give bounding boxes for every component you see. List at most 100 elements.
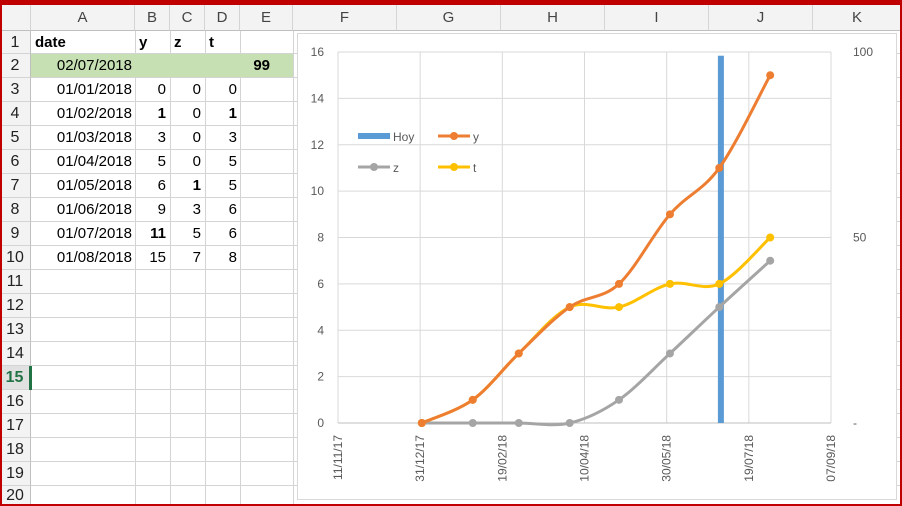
cell-z[interactable]: 0 (192, 105, 201, 122)
row-header[interactable]: 19 (0, 462, 31, 486)
point-z (766, 256, 775, 265)
select-all-corner[interactable] (0, 5, 31, 31)
row-header[interactable]: 6 (0, 150, 31, 174)
y-tick-label: 4 (317, 323, 324, 337)
cell-t[interactable]: 8 (228, 249, 237, 266)
cell-y[interactable]: 9 (157, 201, 166, 218)
column-header-d[interactable]: D (205, 5, 240, 31)
y-tick-label: 0 (317, 416, 324, 430)
cell-z[interactable]: 1 (192, 177, 201, 194)
cell-t[interactable]: 6 (228, 225, 237, 242)
column-header-c[interactable]: C (170, 5, 205, 31)
x-tick-label: 19/07/18 (742, 435, 756, 482)
cell-date[interactable]: 01/01/2018 (56, 81, 132, 98)
legend-marker-y (450, 132, 458, 140)
cell-date[interactable]: 01/02/2018 (56, 105, 132, 122)
row-header[interactable]: 7 (0, 174, 31, 198)
bar-hoy (717, 55, 724, 424)
cell-b1[interactable]: y (139, 34, 148, 51)
cell-a2[interactable]: 02/07/2018 (56, 57, 132, 74)
x-tick-label: 19/02/18 (495, 435, 509, 482)
cell-y[interactable]: 6 (157, 177, 166, 194)
column-header-e[interactable]: E (240, 5, 293, 31)
y-tick-label: 10 (311, 184, 325, 198)
y2-tick-label: 100 (853, 45, 873, 59)
cell-t[interactable]: 1 (228, 105, 237, 122)
cell-z[interactable]: 0 (192, 129, 201, 146)
row-header[interactable]: 11 (0, 270, 31, 294)
cell-y[interactable]: 11 (150, 225, 166, 242)
gridline (205, 31, 206, 506)
point-t (615, 303, 624, 312)
legend-label-t: t (473, 161, 477, 175)
row-header[interactable]: 13 (0, 318, 31, 342)
column-header-b[interactable]: B (135, 5, 170, 31)
cell-date[interactable]: 01/05/2018 (56, 177, 132, 194)
point-y (565, 303, 574, 312)
row-header-selected[interactable]: 15 (0, 366, 31, 390)
cell-z[interactable]: 7 (192, 249, 201, 266)
cell-t[interactable]: 0 (228, 81, 237, 98)
cell-a1[interactable]: date (35, 34, 66, 51)
point-y (514, 349, 523, 358)
cell-date[interactable]: 01/04/2018 (56, 153, 132, 170)
row-header[interactable]: 10 (0, 246, 31, 270)
row-header[interactable]: 20 (0, 486, 31, 506)
cell-y[interactable]: 0 (157, 81, 166, 98)
row-header[interactable]: 8 (0, 198, 31, 222)
cell-t[interactable]: 5 (228, 177, 237, 194)
cell-t[interactable]: 6 (228, 201, 237, 218)
cell-c1[interactable]: z (174, 34, 182, 51)
cell-z[interactable]: 0 (192, 81, 201, 98)
column-header-f[interactable]: F (293, 5, 397, 31)
point-z (514, 419, 523, 427)
cell-date[interactable]: 01/03/2018 (56, 129, 132, 146)
x-tick-label: 31/12/17 (413, 435, 427, 482)
row-header[interactable]: 3 (0, 78, 31, 102)
cell-t[interactable]: 5 (228, 153, 237, 170)
column-header-g[interactable]: G (397, 5, 501, 31)
row-header[interactable]: 18 (0, 438, 31, 462)
column-header-h[interactable]: H (501, 5, 605, 31)
legend-label-z: z (393, 161, 399, 175)
cell-z[interactable]: 3 (192, 201, 201, 218)
row-header[interactable]: 9 (0, 222, 31, 246)
point-y (665, 210, 674, 219)
legend-label-y: y (473, 130, 479, 144)
row-header[interactable]: 12 (0, 294, 31, 318)
column-header-i[interactable]: I (605, 5, 709, 31)
row-header[interactable]: 4 (0, 102, 31, 126)
row-header[interactable]: 14 (0, 342, 31, 366)
column-header-k[interactable]: K (813, 5, 902, 31)
legend-label-hoy: Hoy (393, 130, 414, 144)
cell-z[interactable]: 0 (192, 153, 201, 170)
cell-y[interactable]: 1 (157, 105, 166, 122)
point-z (715, 303, 724, 312)
cell-y[interactable]: 5 (157, 153, 166, 170)
point-y (715, 163, 724, 172)
legend-marker-z (370, 163, 378, 171)
cell-date[interactable]: 01/08/2018 (56, 249, 132, 266)
column-header-a[interactable]: A (31, 5, 135, 31)
row-header[interactable]: 2 (0, 54, 31, 78)
cell-e2[interactable]: 99 (253, 57, 270, 74)
cell-y[interactable]: 15 (149, 249, 166, 266)
chart[interactable]: 0 2 4 6 8 10 12 14 16 - 50 100 11/11/17 31/12/17 19/02… (297, 33, 897, 500)
cell-z[interactable]: 5 (192, 225, 201, 242)
cell-t[interactable]: 3 (228, 129, 237, 146)
row-header[interactable]: 5 (0, 126, 31, 150)
cell-d1[interactable]: t (209, 34, 214, 51)
cell-date[interactable]: 01/06/2018 (56, 201, 132, 218)
row-header[interactable]: 1 (0, 31, 31, 54)
cell-date[interactable]: 01/07/2018 (56, 225, 132, 242)
x-tick-label: 07/09/18 (824, 435, 838, 482)
gridline (293, 31, 294, 506)
active-cell-marker (29, 366, 32, 390)
x-tick-label: 11/11/17 (331, 435, 345, 480)
column-header-j[interactable]: J (709, 5, 813, 31)
cell-y[interactable]: 3 (157, 129, 166, 146)
row-header[interactable]: 17 (0, 414, 31, 438)
row-header[interactable]: 16 (0, 390, 31, 414)
y-tick-label: 8 (317, 231, 324, 245)
